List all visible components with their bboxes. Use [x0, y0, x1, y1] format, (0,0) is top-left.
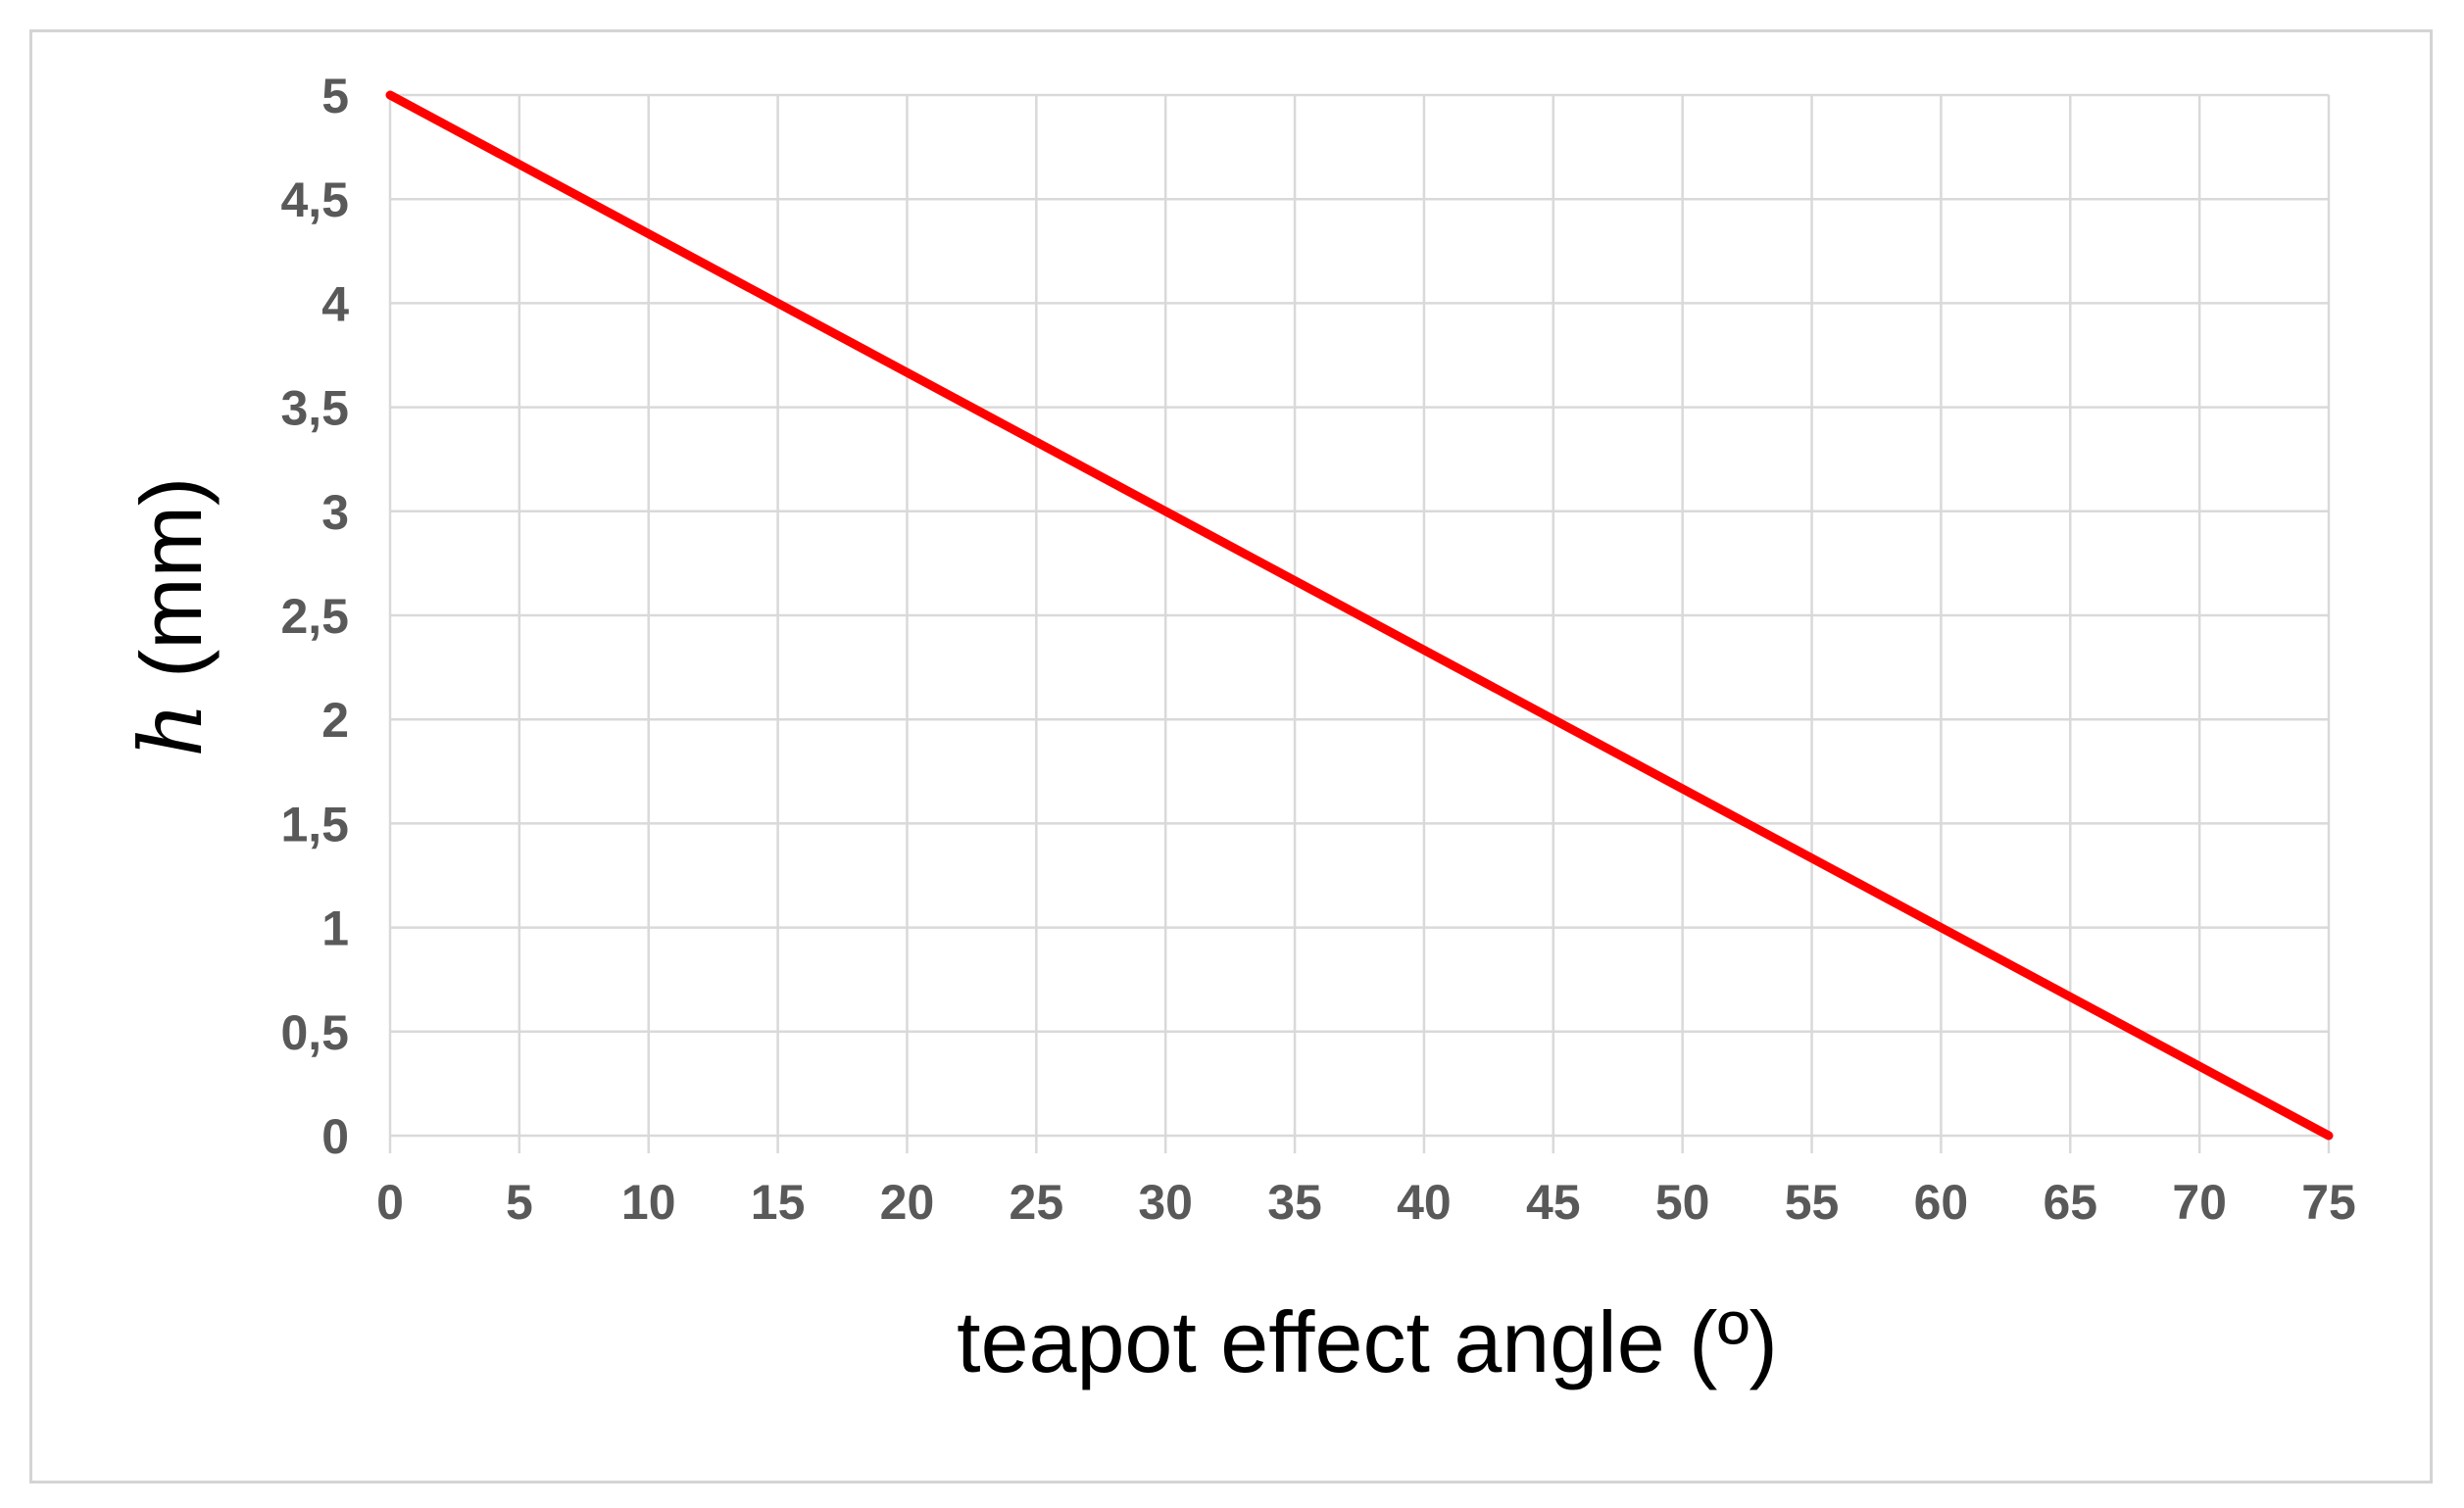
y-tick-label: 2: [321, 693, 349, 748]
x-tick-label: 75: [2301, 1175, 2356, 1230]
y-axis-title: h (mm): [121, 477, 222, 757]
x-tick-label: 70: [2172, 1175, 2227, 1230]
chart-frame: [29, 29, 2433, 1484]
x-tick-label: 15: [751, 1175, 806, 1230]
x-tick-label: 40: [1397, 1175, 1452, 1230]
y-tick-label: 1,5: [280, 797, 349, 851]
x-tick-label: 10: [621, 1175, 676, 1230]
y-tick-label: 5: [321, 69, 349, 123]
x-tick-label: 20: [880, 1175, 935, 1230]
x-tick-label: 35: [1267, 1175, 1322, 1230]
y-tick-label: 0: [321, 1109, 349, 1164]
y-tick-labels: 0 0,5 1 1,5 2 2,5 3 3,5 4 4,5 5: [280, 69, 349, 1164]
x-tick-label: 25: [1010, 1175, 1064, 1230]
x-tick-labels: 0 5 10 15 20 25 30 35 40 45 50 55 60 65 70 75: [376, 1175, 2356, 1230]
y-tick-label: 2,5: [280, 589, 349, 644]
y-tick-label: 4: [321, 276, 349, 331]
x-tick-label: 5: [506, 1175, 533, 1230]
series-layer: [385, 90, 2334, 1141]
x-tick-label: 30: [1138, 1175, 1193, 1230]
x-tick-label: 50: [1655, 1175, 1710, 1230]
y-axis-variable: h: [121, 702, 222, 757]
x-tick-label: 0: [376, 1175, 404, 1230]
x-tick-label: 60: [1914, 1175, 1969, 1230]
y-tick-label: 4,5: [280, 172, 349, 227]
x-tick-label: 65: [2043, 1175, 2097, 1230]
y-tick-label: 1: [321, 901, 349, 956]
y-tick-label: 3,5: [280, 381, 349, 436]
x-tick-label: 55: [1785, 1175, 1840, 1230]
series-line: [385, 90, 2334, 1141]
y-axis-unit: (mm): [123, 477, 220, 703]
y-tick-label: 3: [321, 485, 349, 540]
y-tick-label: 0,5: [280, 1005, 349, 1060]
x-tick-label: 45: [1526, 1175, 1581, 1230]
grid-lines: [388, 93, 2331, 1153]
x-axis-title: teapot effect angle (º): [957, 1293, 1778, 1390]
